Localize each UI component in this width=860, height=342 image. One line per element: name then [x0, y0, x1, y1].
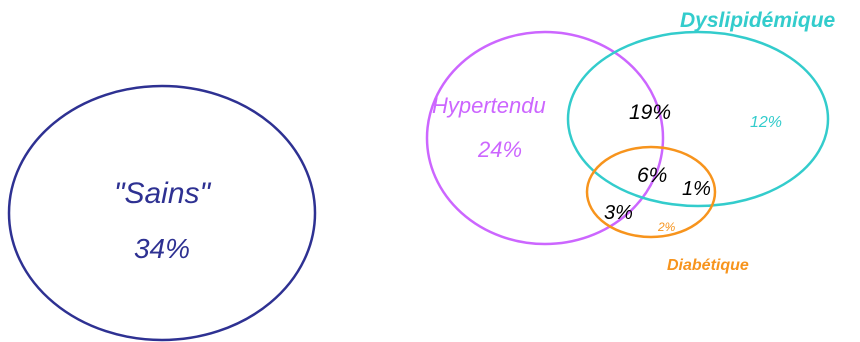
overlap-all-three: 6%: [637, 164, 667, 187]
overlap-hyper-dys: 19%: [629, 101, 671, 124]
hypertendu-ellipse: [425, 30, 665, 246]
sains-label: "Sains": [114, 177, 212, 210]
sains-percentage: 34%: [134, 233, 190, 264]
diabetique-ellipse: [585, 145, 717, 239]
diabetique-percentage: 2%: [657, 220, 676, 234]
diabetique-label: Diabétique: [667, 257, 749, 274]
overlap-hyper-diab: 3%: [604, 202, 633, 224]
hypertendu-label: Hypertendu: [432, 93, 546, 118]
dyslipidemique-ellipse: [566, 30, 830, 208]
hypertendu-percentage: 24%: [477, 137, 522, 162]
sains-ellipse: [7, 84, 317, 342]
overlap-dys-diab: 1%: [682, 178, 711, 200]
dyslipidemique-label: Dyslipidémique: [680, 9, 836, 32]
dyslipidemique-percentage: 12%: [750, 114, 782, 131]
